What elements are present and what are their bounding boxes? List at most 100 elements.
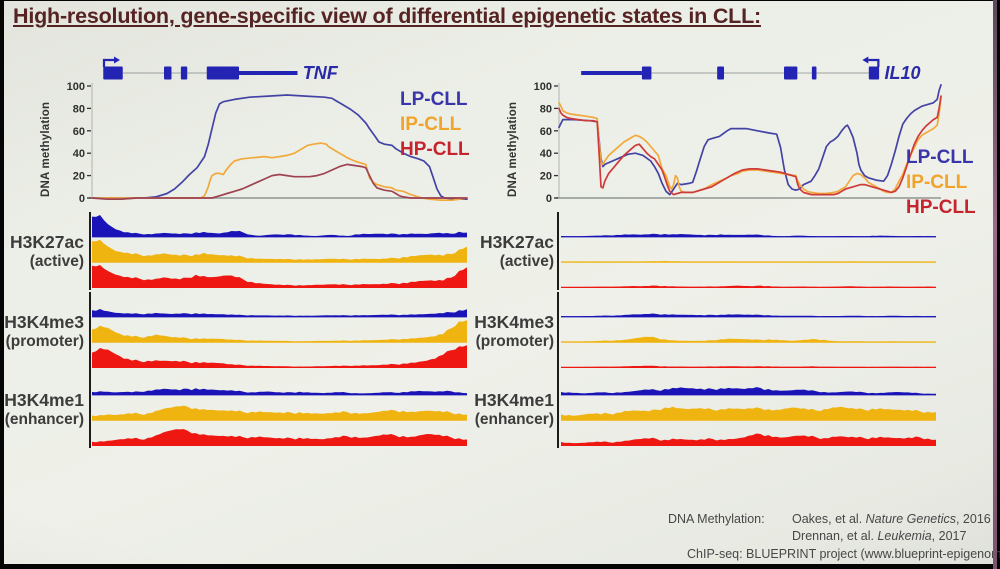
- footer-dna-methylation-label: DNA Methylation:: [668, 512, 765, 526]
- track-area-LP-CLL: [561, 313, 936, 317]
- tss-arrow-left-icon: [868, 58, 880, 67]
- track-mark-role: (active): [499, 252, 554, 270]
- track-mark-name: H3K27ac: [10, 231, 84, 252]
- legend-item-IP-CLL: IP-CLL: [906, 172, 968, 193]
- gene-label-TNF: TNF: [303, 63, 339, 83]
- exon: [811, 66, 817, 80]
- track-axis-bar: [556, 212, 559, 290]
- y-tick-label: 100: [534, 81, 552, 93]
- il10-gene-diagram: IL10: [581, 56, 920, 83]
- track-axis-bar: [88, 292, 91, 370]
- citation-text: , 2016: [955, 512, 991, 526]
- series-line-IP-CLL: [91, 142, 468, 202]
- tnf-h3k4me3-tracks: [92, 309, 467, 369]
- track-mark-role: (promoter): [5, 332, 84, 350]
- exon: [164, 66, 172, 80]
- track-axis-bar: [88, 370, 91, 448]
- tnf-h3k4me1-tracks: [92, 388, 467, 447]
- track-axis-bar: [88, 212, 91, 290]
- track-area-LP-CLL: [92, 388, 467, 395]
- y-tick-label: 40: [73, 148, 85, 160]
- tnf-legend: LP-CLL IP-CLL HP-CLL: [400, 87, 470, 162]
- track-area-HP-CLL: [561, 433, 936, 446]
- y-tick-label: 20: [73, 171, 85, 183]
- utr-bar: [581, 71, 642, 75]
- track-area-HP-CLL: [92, 345, 467, 368]
- track-label-il10-h3k27ac: H3K27ac (active): [470, 213, 554, 289]
- series-line-IP-CLL: [558, 96, 942, 195]
- il10-legend: LP-CLL IP-CLL HP-CLL: [906, 145, 976, 220]
- track-area-LP-CLL: [561, 387, 936, 395]
- track-mark-role: (promoter): [475, 332, 554, 350]
- legend-item-LP-CLL: LP-CLL: [906, 147, 974, 168]
- y-tick-label: 60: [73, 126, 85, 138]
- track-label-tnf-h3k4me1: H3K4me1 (enhancer): [4, 371, 84, 447]
- track-axis-bar: [556, 370, 559, 448]
- exon: [180, 66, 188, 80]
- track-area-LP-CLL: [92, 309, 467, 317]
- exon: [783, 66, 798, 80]
- track-label-tnf-h3k4me3: H3K4me3 (promoter): [4, 293, 84, 369]
- track-mark-role: (enhancer): [474, 410, 554, 428]
- il10-h3k4me3-tracks: [561, 313, 936, 369]
- exon: [206, 66, 239, 80]
- y-tick-label: 40: [540, 148, 552, 160]
- gene-label-IL10: IL10: [884, 63, 920, 83]
- track-mark-name: H3K4me1: [474, 389, 554, 410]
- track-area-HP-CLL: [92, 265, 467, 288]
- track-mark-name: H3K4me3: [4, 311, 84, 332]
- citation-text: Drennan, et al.: [792, 529, 878, 543]
- tnf-gene-diagram: TNF: [102, 56, 339, 83]
- y-tick-label: 80: [73, 103, 85, 115]
- exon: [641, 66, 652, 80]
- series-line-HP-CLL: [91, 163, 468, 200]
- track-area-IP-CLL: [92, 405, 467, 421]
- citation-text: Oakes, et al.: [792, 512, 866, 526]
- footer-citation-2: Drennan, et al. Leukemia, 2017: [792, 529, 966, 543]
- il10-h3k27ac-tracks: [561, 233, 936, 289]
- citation-text: , 2017: [931, 529, 967, 543]
- citation-journal: Nature Genetics: [865, 512, 956, 526]
- legend-item-HP-CLL: HP-CLL: [906, 197, 976, 218]
- legend-item-HP-CLL: HP-CLL: [400, 139, 470, 160]
- exon: [103, 66, 123, 80]
- legend-item-IP-CLL: IP-CLL: [400, 114, 462, 135]
- track-label-tnf-h3k27ac: H3K27ac (active): [4, 213, 84, 289]
- track-mark-role: (active): [29, 252, 84, 270]
- series-line-LP-CLL: [91, 94, 468, 200]
- y-tick-label: 80: [540, 103, 552, 115]
- track-area-LP-CLL: [561, 233, 936, 237]
- track-area-LP-CLL: [92, 215, 467, 237]
- y-tick-label: 100: [67, 81, 85, 93]
- exon: [717, 66, 725, 80]
- track-mark-name: H3K27ac: [480, 231, 554, 252]
- tss-arrowhead: [114, 56, 120, 64]
- track-label-il10-h3k4me3: H3K4me3 (promoter): [470, 293, 554, 369]
- tss-arrow-right-icon: [102, 58, 114, 67]
- series-line-LP-CLL: [558, 84, 942, 196]
- footer-chipseq: ChIP-seq: BLUEPRINT project (www.bluepri…: [687, 547, 1000, 561]
- track-axis-bar: [556, 292, 559, 370]
- tnf-methylation-chart: 100 80 60 40 20 0: [67, 81, 468, 205]
- series-line-HP-CLL: [558, 95, 942, 196]
- track-mark-name: H3K4me3: [474, 311, 554, 332]
- il10-methylation-chart: 100 80 60 40 20 0: [534, 81, 942, 205]
- tnf-h3k27ac-tracks: [92, 215, 467, 289]
- track-area-HP-CLL: [92, 429, 467, 446]
- track-area-IP-CLL: [561, 406, 936, 421]
- track-area-IP-CLL: [92, 239, 467, 263]
- track-area-IP-CLL: [561, 336, 936, 343]
- footer-citation-1: Oakes, et al. Nature Genetics, 2016: [792, 512, 991, 526]
- legend-item-LP-CLL: LP-CLL: [400, 89, 468, 110]
- photo-right-edge: [993, 0, 997, 569]
- slide-title: High-resolution, gene-specific view of d…: [13, 4, 761, 28]
- exon: [868, 66, 880, 80]
- y-tick-label: 0: [79, 193, 85, 205]
- tss-arrowhead: [862, 56, 869, 64]
- slide: High-resolution, gene-specific view of d…: [4, 1, 1000, 564]
- y-tick-label: 0: [546, 193, 552, 205]
- utr-bar: [239, 71, 298, 75]
- track-area-IP-CLL: [92, 320, 467, 343]
- citation-journal: Leukemia: [877, 529, 932, 543]
- track-mark-role: (enhancer): [4, 410, 84, 428]
